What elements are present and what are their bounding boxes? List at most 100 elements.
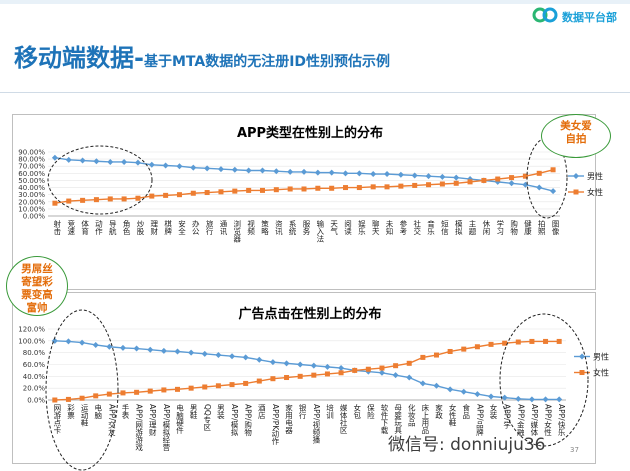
- data-point-female: [461, 346, 467, 352]
- data-point-male: [542, 396, 549, 403]
- data-point-female: [453, 180, 459, 186]
- callout-lottery: 男屌丝寄望彩票变高富帅: [6, 256, 68, 316]
- x-tick-label: 媒体社区: [339, 404, 348, 435]
- data-point-female: [259, 187, 265, 193]
- x-tick-label: 银行: [298, 404, 307, 421]
- data-point-female: [352, 367, 358, 373]
- data-point-female: [467, 179, 473, 185]
- data-point-male: [204, 165, 211, 172]
- data-point-male: [287, 168, 294, 175]
- data-point-male: [269, 359, 276, 366]
- y-tick-label: 40.00%: [18, 184, 45, 192]
- data-point-female: [66, 198, 72, 204]
- data-point-male: [65, 156, 72, 163]
- title-sub: 基于MTA数据的无注册ID性别预估示例: [143, 54, 391, 70]
- series-line-male: [54, 340, 560, 401]
- highlight-ellipse-left: [45, 309, 119, 471]
- highlight-ellipse-right: [526, 137, 568, 219]
- data-point-female: [406, 360, 412, 366]
- data-point-female: [311, 372, 317, 378]
- data-point-male: [162, 162, 169, 169]
- data-point-male: [384, 171, 391, 178]
- x-tick-label: 母婴玩具: [393, 404, 402, 436]
- x-tick-label: 购物: [509, 219, 518, 237]
- x-tick-label: 动作: [94, 219, 103, 237]
- data-point-male: [256, 356, 263, 363]
- y-tick-label: 120.0%: [18, 326, 45, 334]
- data-point-female: [65, 396, 71, 402]
- data-point-female: [107, 196, 113, 202]
- data-point-male: [242, 354, 249, 361]
- data-point-female: [447, 348, 453, 354]
- data-point-male: [160, 347, 167, 354]
- data-point-male: [188, 349, 195, 356]
- x-tick-label: 资讯: [274, 219, 283, 237]
- x-tick-label: 女性鞋: [448, 403, 457, 428]
- data-point-male: [488, 393, 495, 400]
- data-point-male: [147, 346, 154, 353]
- legend-label: 女性: [593, 368, 609, 378]
- y-tick-label: 80.0%: [23, 349, 46, 357]
- x-tick-label: APP/品牌: [475, 404, 484, 437]
- data-point-female: [52, 397, 58, 403]
- data-point-female: [398, 183, 404, 189]
- x-tick-label: 理财: [150, 220, 159, 237]
- x-tick-label: 音乐: [426, 219, 435, 236]
- y-tick-label: 100.0%: [18, 337, 45, 345]
- x-tick-label: 输入法: [316, 219, 325, 244]
- x-tick-label: 休闲: [482, 219, 491, 237]
- data-point-female: [284, 375, 290, 381]
- legend-marker: [579, 370, 585, 375]
- data-point-female: [161, 387, 167, 393]
- x-tick-label: 通讯: [219, 219, 228, 237]
- data-point-female: [135, 195, 141, 201]
- data-point-female: [502, 340, 508, 346]
- data-point-female: [80, 197, 86, 203]
- wechat-watermark: 微信号: donniuju36: [388, 435, 546, 455]
- data-point-male: [79, 339, 86, 346]
- data-point-female: [420, 354, 426, 360]
- data-point-male: [356, 170, 363, 177]
- data-point-male: [190, 164, 197, 171]
- data-point-female: [550, 167, 556, 173]
- x-tick-label: 学习: [495, 219, 504, 237]
- x-tick-label: APP/理财: [148, 404, 157, 437]
- x-tick-label: 女装: [489, 403, 498, 421]
- data-point-male: [328, 169, 335, 176]
- legend-label: 男性: [587, 171, 603, 181]
- data-point-female: [495, 176, 501, 182]
- x-tick-label: 阅读: [343, 220, 352, 237]
- data-point-male: [556, 396, 563, 403]
- y-tick-label: 0.0%: [27, 397, 45, 405]
- x-tick-label: 软件下载: [380, 403, 389, 436]
- data-point-female: [52, 200, 58, 206]
- callout-lottery-text: 男屌丝寄望彩票变高富帅: [21, 263, 53, 314]
- data-point-female: [287, 186, 293, 192]
- data-point-female: [175, 386, 180, 392]
- data-point-male: [93, 158, 100, 165]
- x-tick-label: 培训: [325, 403, 334, 421]
- data-point-female: [215, 383, 221, 389]
- x-tick-label: 家用电器: [284, 403, 293, 436]
- x-tick-label: 射击: [53, 219, 62, 237]
- data-point-male: [174, 348, 181, 355]
- data-point-female: [343, 185, 349, 191]
- series-line-female: [54, 340, 560, 401]
- x-tick-label: APP/快乐: [557, 404, 566, 436]
- logo-icon: [531, 6, 559, 28]
- data-point-male: [106, 343, 113, 350]
- data-point-female: [556, 338, 562, 344]
- x-tick-label: 电脑: [93, 403, 102, 421]
- legend-label: 女性: [587, 187, 603, 197]
- x-tick-label: 安全: [177, 219, 186, 236]
- data-point-male: [536, 184, 543, 191]
- data-point-male: [342, 170, 349, 177]
- data-point-male: [121, 158, 128, 165]
- x-tick-label: 天气: [329, 220, 338, 236]
- x-tick-label: 聊天: [371, 220, 380, 237]
- x-tick-label: APP/模拟: [230, 404, 239, 436]
- data-point-male: [273, 168, 280, 175]
- y-tick-label: 50.00%: [18, 177, 45, 185]
- y-tick-label: 10.00%: [18, 205, 45, 213]
- chart-title-ad: 广告点击在性别上的分布: [238, 307, 382, 322]
